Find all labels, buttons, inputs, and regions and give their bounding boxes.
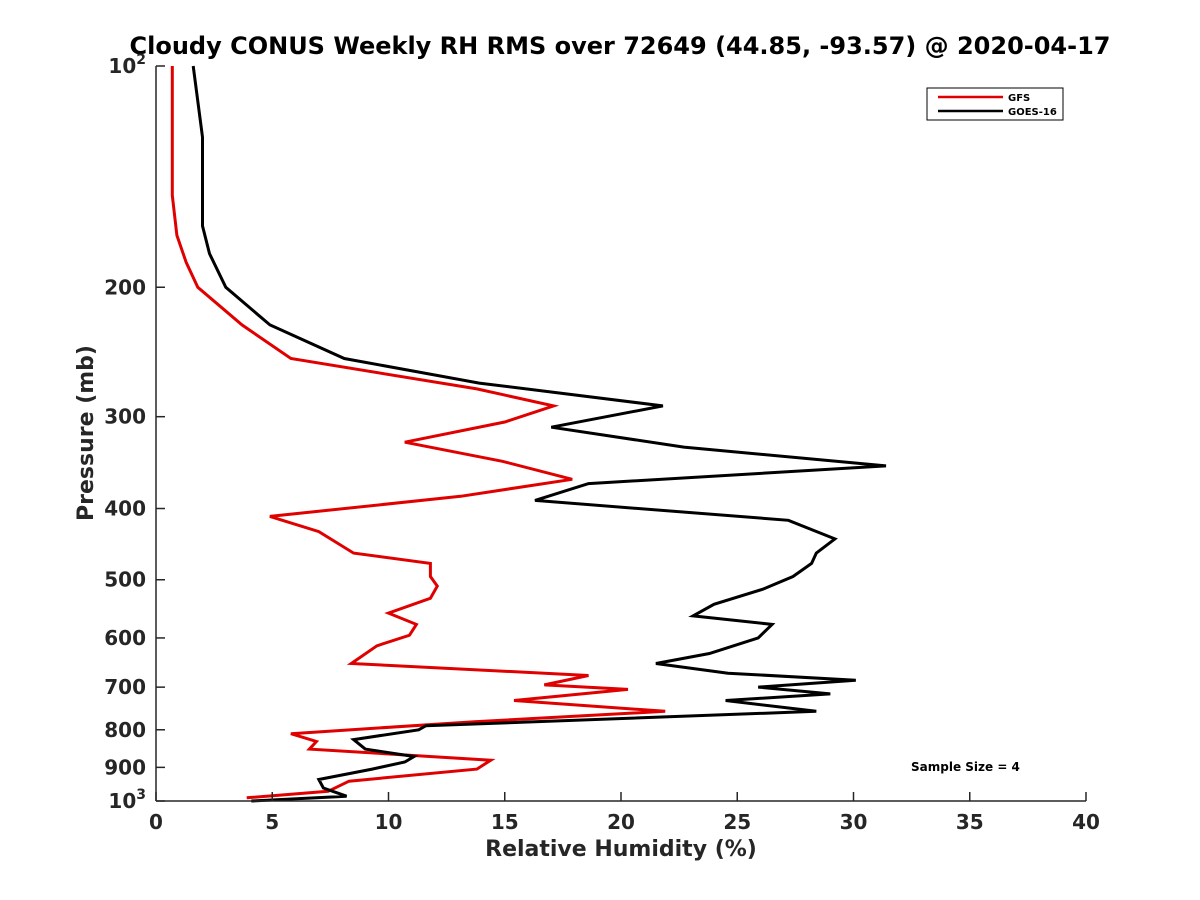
y-axis-label: Pressure (mb): [74, 345, 99, 521]
legend-label-gfs: GFS: [1008, 93, 1030, 104]
series-line-gfs: [170, 66, 666, 800]
x-tick-label: 5: [265, 810, 279, 834]
y-tick-label: 300: [104, 405, 146, 429]
x-tick-label: 20: [607, 810, 635, 834]
y-tick-label: 400: [104, 497, 146, 521]
legend-label-goes16: GOES-16: [1008, 107, 1057, 118]
series-line-goes16: [191, 65, 887, 803]
series-layer: [170, 65, 887, 803]
x-axis-label: Relative Humidity (%): [485, 837, 757, 862]
y-tick-label: 800: [104, 718, 146, 742]
x-tick-label: 10: [375, 810, 403, 834]
x-tick-label: 35: [956, 810, 984, 834]
x-tick-label: 40: [1072, 810, 1100, 834]
sample-size-annotation: Sample Size = 4: [911, 760, 1020, 774]
x-tick-label: 30: [840, 810, 868, 834]
x-tick-label: 15: [491, 810, 519, 834]
x-tick-label: 25: [723, 810, 751, 834]
x-axis-ticks: 0 5 10 15 20 25 30 35 40: [149, 792, 1100, 834]
y-axis-ticks: 102 200 300 400 500 600 700 800 900 103: [104, 52, 165, 813]
plot-area: 0 5 10 15 20 25 30 35 40 102 200 300 400 500 600 700 80…: [104, 52, 1100, 834]
chart-title: Cloudy CONUS Weekly RH RMS over 72649 (4…: [130, 32, 1111, 60]
x-tick-label: 0: [149, 810, 163, 834]
y-tick-label: 103: [108, 787, 146, 813]
y-tick-label: 200: [104, 275, 146, 299]
y-tick-label: 900: [104, 755, 146, 779]
legend-box: [926, 87, 1064, 121]
legend: GFS GOES-16: [926, 87, 1064, 121]
y-tick-label: 600: [104, 626, 146, 650]
y-tick-label: 102: [108, 52, 146, 78]
y-tick-label: 500: [104, 568, 146, 592]
y-tick-label: 700: [104, 675, 146, 699]
